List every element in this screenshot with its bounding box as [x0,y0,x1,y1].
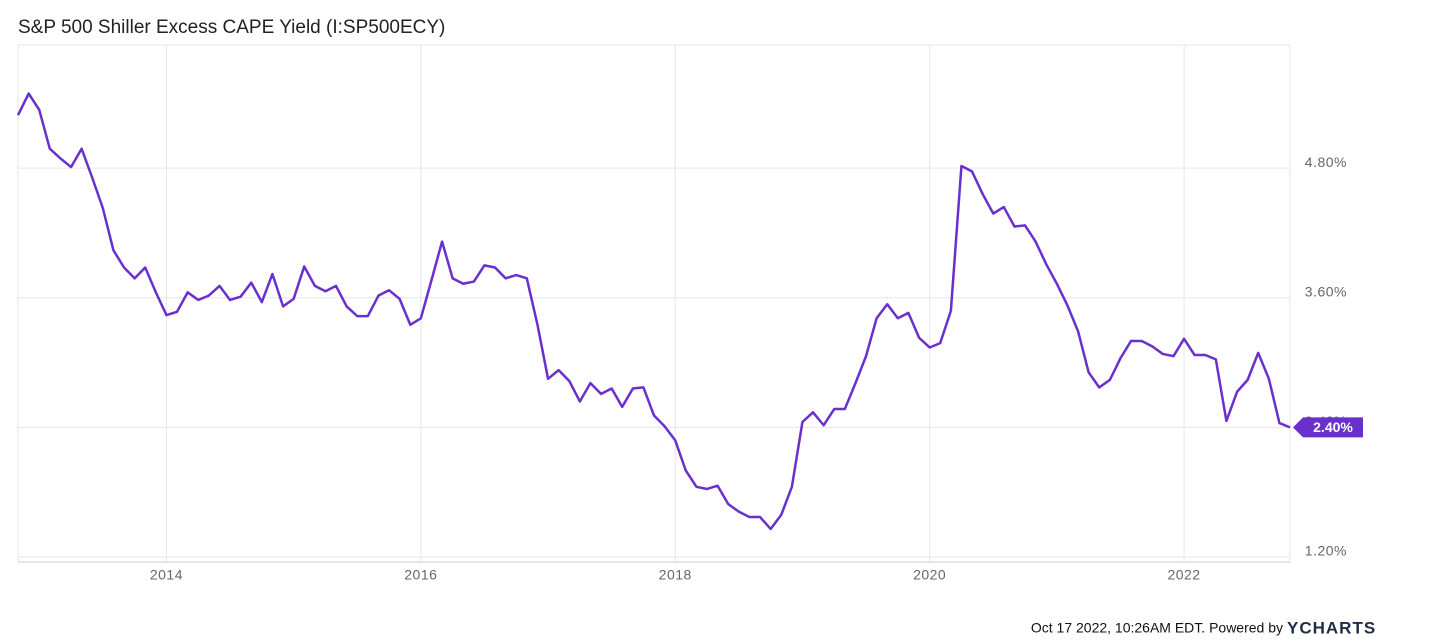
last-value-badge [1293,417,1363,438]
grid [18,45,1290,562]
last-value-label: 2.40% [1313,419,1353,435]
x-tick-label: 2016 [404,567,437,583]
footer: Oct 17 2022, 10:26AM EDT. Powered by [1031,620,1283,636]
x-tick-label: 2022 [1167,567,1200,583]
y-tick-label: 4.80% [1305,154,1347,170]
y-tick-label: 3.60% [1305,283,1347,299]
x-tick-label: 2020 [913,567,946,583]
y-tick-label: 1.20% [1305,543,1347,559]
x-tick-label: 2014 [150,567,183,583]
line [16,92,1291,531]
x-tick-label: 2018 [659,567,692,583]
logo: YCHARTS [1287,618,1376,637]
chart-title: S&P 500 Shiller Excess CAPE Yield (I:SP5… [18,17,445,38]
